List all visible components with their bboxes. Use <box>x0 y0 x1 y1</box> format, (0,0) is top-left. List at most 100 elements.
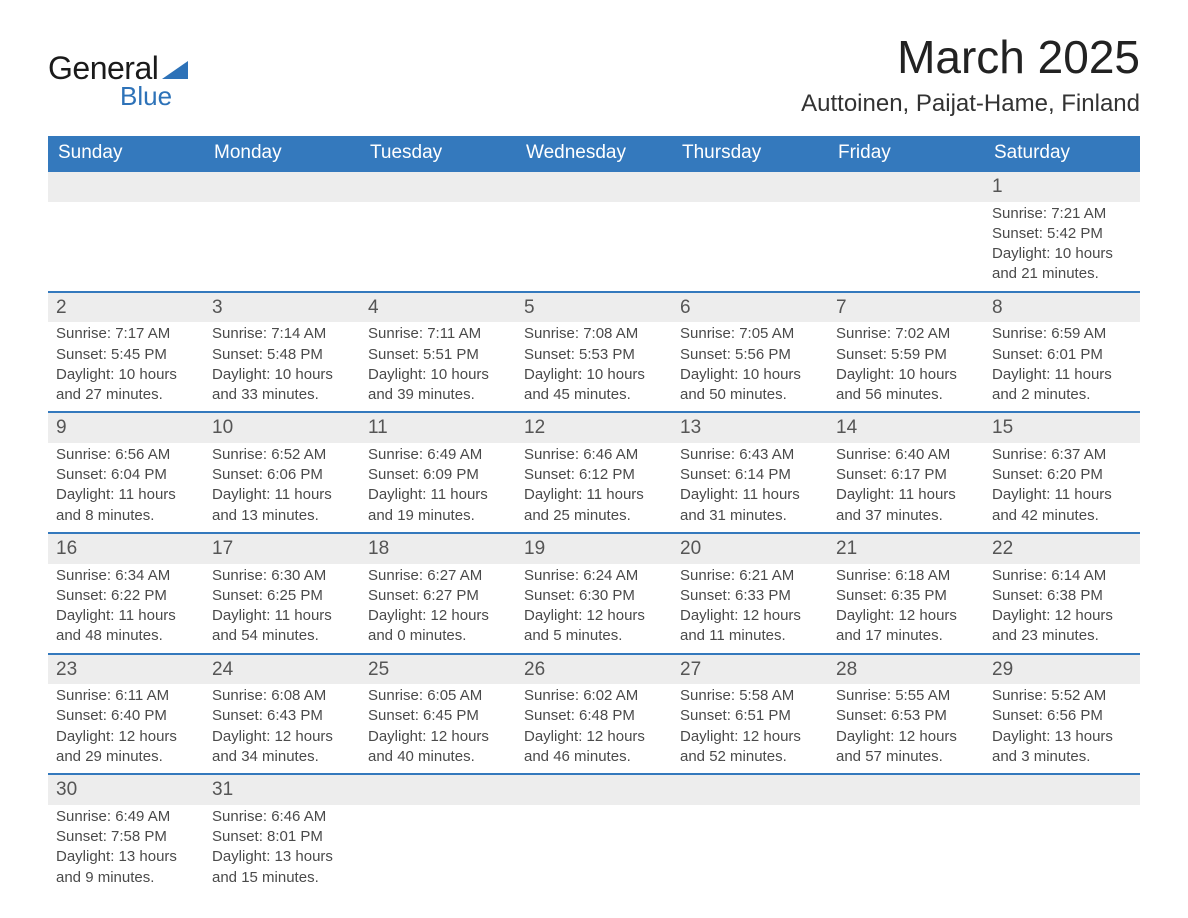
sunset-line: Sunset: 5:51 PM <box>368 345 508 365</box>
sunset-line: Sunset: 6:01 PM <box>992 345 1132 365</box>
sunset-line: Sunset: 6:25 PM <box>212 586 352 606</box>
day-data-cell: Sunrise: 6:40 AMSunset: 6:17 PMDaylight:… <box>828 443 984 533</box>
sunrise-line: Sunrise: 6:46 AM <box>212 807 352 827</box>
day-number-cell: 29 <box>984 654 1140 685</box>
day-data-cell <box>828 805 984 894</box>
daylight-line: Daylight: 12 hours and 40 minutes. <box>368 727 508 768</box>
day-number-cell: 10 <box>204 412 360 443</box>
day-data-cell: Sunrise: 6:11 AMSunset: 6:40 PMDaylight:… <box>48 684 204 774</box>
daylight-line: Daylight: 12 hours and 29 minutes. <box>56 727 196 768</box>
sunset-line: Sunset: 6:04 PM <box>56 465 196 485</box>
day-data-cell <box>516 805 672 894</box>
day-data-cell: Sunrise: 6:46 AMSunset: 6:12 PMDaylight:… <box>516 443 672 533</box>
day-data-cell: Sunrise: 6:34 AMSunset: 6:22 PMDaylight:… <box>48 564 204 654</box>
day-number-cell: 23 <box>48 654 204 685</box>
daylight-line: Daylight: 11 hours and 13 minutes. <box>212 485 352 526</box>
sunrise-line: Sunrise: 6:43 AM <box>680 445 820 465</box>
daylight-line: Daylight: 12 hours and 5 minutes. <box>524 606 664 647</box>
sunset-line: Sunset: 6:40 PM <box>56 706 196 726</box>
sunrise-line: Sunrise: 6:46 AM <box>524 445 664 465</box>
day-data-cell: Sunrise: 7:14 AMSunset: 5:48 PMDaylight:… <box>204 322 360 412</box>
day-data-cell: Sunrise: 7:05 AMSunset: 5:56 PMDaylight:… <box>672 322 828 412</box>
day-data-cell <box>360 202 516 292</box>
daynum-row: 23242526272829 <box>48 654 1140 685</box>
sunset-line: Sunset: 6:35 PM <box>836 586 976 606</box>
daylight-line: Daylight: 12 hours and 0 minutes. <box>368 606 508 647</box>
day-data-cell: Sunrise: 7:17 AMSunset: 5:45 PMDaylight:… <box>48 322 204 412</box>
sunrise-line: Sunrise: 7:02 AM <box>836 324 976 344</box>
sunrise-line: Sunrise: 6:11 AM <box>56 686 196 706</box>
dayname-sunday: Sunday <box>48 136 204 171</box>
daylight-line: Daylight: 10 hours and 21 minutes. <box>992 244 1132 285</box>
sunset-line: Sunset: 6:38 PM <box>992 586 1132 606</box>
day-data-cell: Sunrise: 6:02 AMSunset: 6:48 PMDaylight:… <box>516 684 672 774</box>
day-number-cell: 1 <box>984 171 1140 202</box>
day-number-cell: 14 <box>828 412 984 443</box>
sunset-line: Sunset: 5:59 PM <box>836 345 976 365</box>
day-data-cell: Sunrise: 6:24 AMSunset: 6:30 PMDaylight:… <box>516 564 672 654</box>
day-data-cell <box>672 202 828 292</box>
sunset-line: Sunset: 6:09 PM <box>368 465 508 485</box>
dayname-friday: Friday <box>828 136 984 171</box>
daylight-line: Daylight: 10 hours and 33 minutes. <box>212 365 352 406</box>
sunrise-line: Sunrise: 6:14 AM <box>992 566 1132 586</box>
dayname-header-row: Sunday Monday Tuesday Wednesday Thursday… <box>48 136 1140 171</box>
day-number-cell: 15 <box>984 412 1140 443</box>
day-data-cell: Sunrise: 6:14 AMSunset: 6:38 PMDaylight:… <box>984 564 1140 654</box>
sunset-line: Sunset: 6:33 PM <box>680 586 820 606</box>
data-row: Sunrise: 7:17 AMSunset: 5:45 PMDaylight:… <box>48 322 1140 412</box>
daylight-line: Daylight: 11 hours and 42 minutes. <box>992 485 1132 526</box>
day-data-cell: Sunrise: 7:11 AMSunset: 5:51 PMDaylight:… <box>360 322 516 412</box>
sunrise-line: Sunrise: 6:34 AM <box>56 566 196 586</box>
sunrise-line: Sunrise: 7:14 AM <box>212 324 352 344</box>
day-number-cell: 7 <box>828 292 984 323</box>
sunrise-line: Sunrise: 6:18 AM <box>836 566 976 586</box>
daylight-line: Daylight: 10 hours and 56 minutes. <box>836 365 976 406</box>
day-data-cell <box>828 202 984 292</box>
day-number-cell: 16 <box>48 533 204 564</box>
sunrise-line: Sunrise: 7:08 AM <box>524 324 664 344</box>
sunset-line: Sunset: 6:53 PM <box>836 706 976 726</box>
sunset-line: Sunset: 5:53 PM <box>524 345 664 365</box>
sunset-line: Sunset: 6:06 PM <box>212 465 352 485</box>
data-row: Sunrise: 6:34 AMSunset: 6:22 PMDaylight:… <box>48 564 1140 654</box>
daylight-line: Daylight: 13 hours and 15 minutes. <box>212 847 352 888</box>
daylight-line: Daylight: 13 hours and 9 minutes. <box>56 847 196 888</box>
day-number-cell <box>516 171 672 202</box>
daylight-line: Daylight: 12 hours and 23 minutes. <box>992 606 1132 647</box>
daylight-line: Daylight: 12 hours and 52 minutes. <box>680 727 820 768</box>
day-number-cell: 30 <box>48 774 204 805</box>
day-number-cell <box>360 171 516 202</box>
calendar-body: 1Sunrise: 7:21 AMSunset: 5:42 PMDaylight… <box>48 171 1140 894</box>
data-row: Sunrise: 7:21 AMSunset: 5:42 PMDaylight:… <box>48 202 1140 292</box>
day-number-cell <box>360 774 516 805</box>
daynum-row: 9101112131415 <box>48 412 1140 443</box>
daynum-row: 3031 <box>48 774 1140 805</box>
daylight-line: Daylight: 10 hours and 27 minutes. <box>56 365 196 406</box>
day-data-cell: Sunrise: 6:08 AMSunset: 6:43 PMDaylight:… <box>204 684 360 774</box>
sunset-line: Sunset: 5:56 PM <box>680 345 820 365</box>
daynum-row: 16171819202122 <box>48 533 1140 564</box>
day-number-cell <box>672 774 828 805</box>
sunset-line: Sunset: 6:48 PM <box>524 706 664 726</box>
daylight-line: Daylight: 11 hours and 19 minutes. <box>368 485 508 526</box>
day-number-cell: 6 <box>672 292 828 323</box>
day-number-cell: 3 <box>204 292 360 323</box>
day-data-cell <box>984 805 1140 894</box>
day-number-cell <box>828 774 984 805</box>
daylight-line: Daylight: 12 hours and 11 minutes. <box>680 606 820 647</box>
day-data-cell: Sunrise: 5:55 AMSunset: 6:53 PMDaylight:… <box>828 684 984 774</box>
day-number-cell: 26 <box>516 654 672 685</box>
dayname-wednesday: Wednesday <box>516 136 672 171</box>
sunrise-line: Sunrise: 6:49 AM <box>56 807 196 827</box>
sunrise-line: Sunrise: 6:40 AM <box>836 445 976 465</box>
logo: General Blue <box>48 50 188 112</box>
daylight-line: Daylight: 10 hours and 45 minutes. <box>524 365 664 406</box>
day-number-cell: 8 <box>984 292 1140 323</box>
daylight-line: Daylight: 12 hours and 57 minutes. <box>836 727 976 768</box>
location-subtitle: Auttoinen, Paijat-Hame, Finland <box>801 90 1140 118</box>
day-data-cell: Sunrise: 5:52 AMSunset: 6:56 PMDaylight:… <box>984 684 1140 774</box>
sunrise-line: Sunrise: 6:49 AM <box>368 445 508 465</box>
dayname-tuesday: Tuesday <box>360 136 516 171</box>
daynum-row: 2345678 <box>48 292 1140 323</box>
